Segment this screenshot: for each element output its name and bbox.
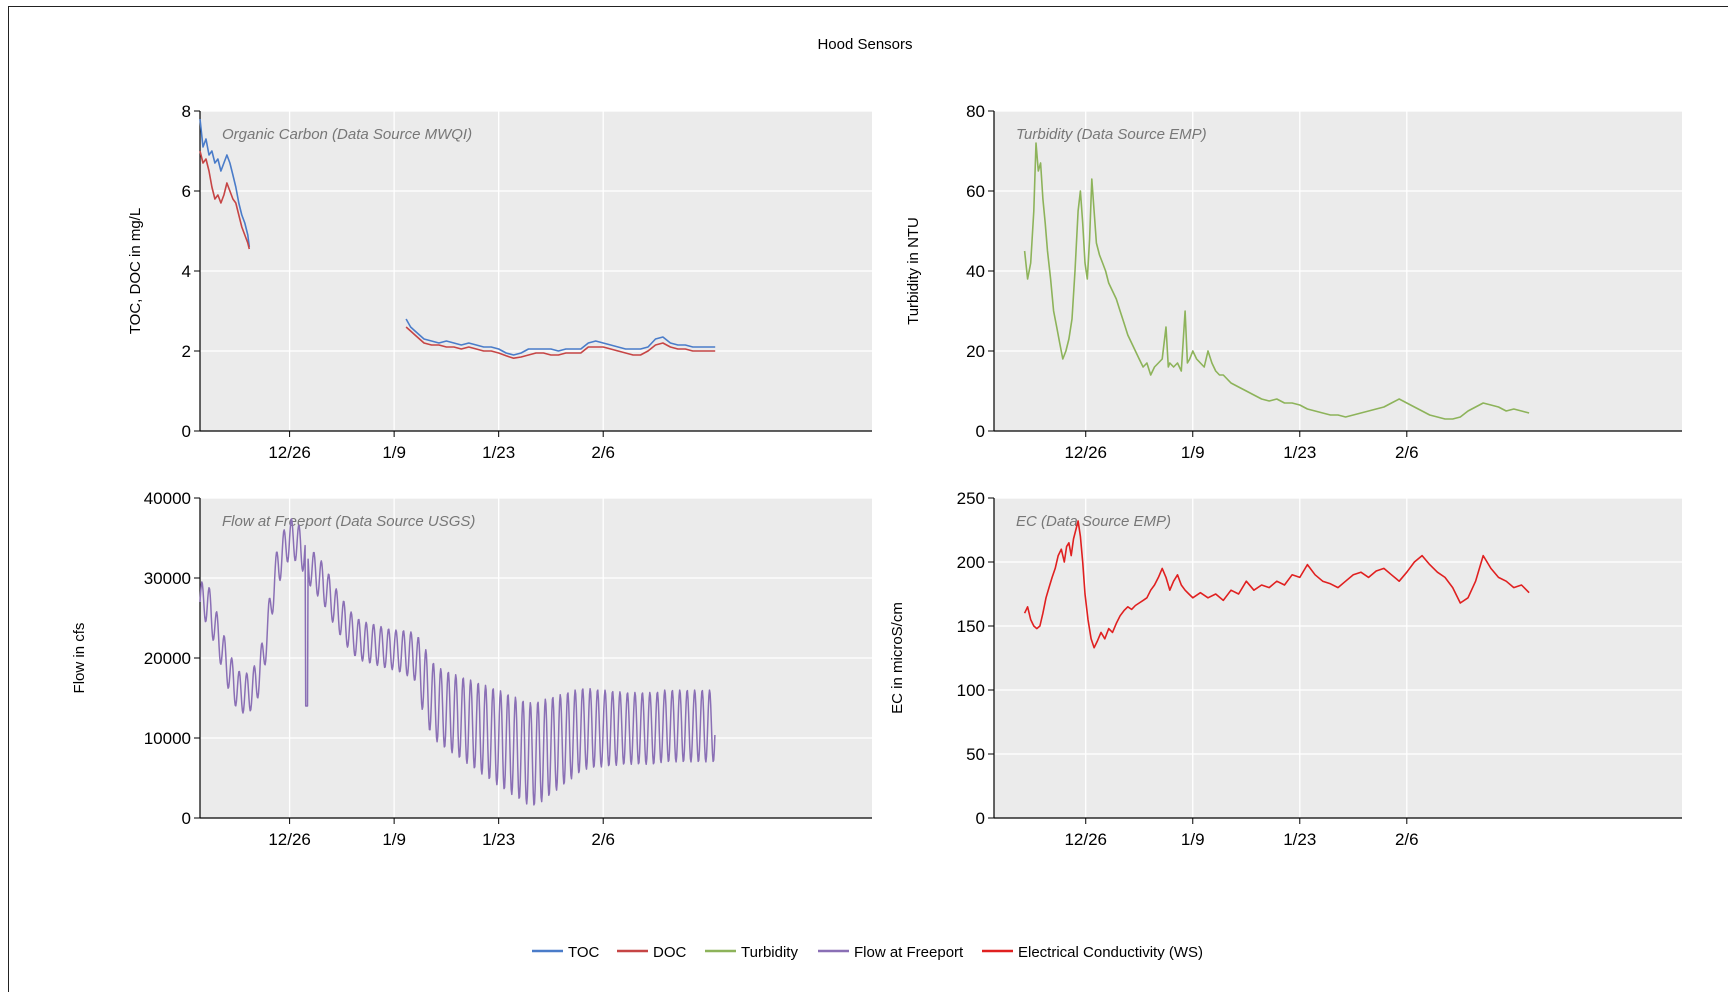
y-tick-label: 30000 xyxy=(144,569,191,588)
y-tick-label: 100 xyxy=(957,681,985,700)
legend-item: Flow at Freeport xyxy=(818,944,964,961)
x-tick-label: 2/6 xyxy=(1395,830,1419,849)
x-tick-label: 12/26 xyxy=(268,443,311,462)
y-tick-label: 50 xyxy=(966,745,985,764)
y-tick-label: 40000 xyxy=(144,489,191,508)
y-tick-label: 4 xyxy=(182,262,191,281)
y-tick-label: 20 xyxy=(966,342,985,361)
y-tick-label: 150 xyxy=(957,617,985,636)
legend-item: DOC xyxy=(617,944,687,961)
x-tick-label: 12/26 xyxy=(1064,830,1107,849)
x-tick-label: 2/6 xyxy=(591,443,615,462)
y-tick-label: 0 xyxy=(182,422,191,441)
y-tick-label: 0 xyxy=(976,809,985,828)
x-tick-label: 1/23 xyxy=(1283,443,1316,462)
x-tick-label: 1/9 xyxy=(382,443,406,462)
y-axis-label: Flow in cfs xyxy=(71,623,88,694)
y-axis-label: TOC, DOC in mg/L xyxy=(127,208,144,334)
x-tick-label: 12/26 xyxy=(268,830,311,849)
chart-panel-4: 0 50 100 150 200 250 12/26 1/9 1/23 2/6 EC in micr… xyxy=(889,489,1682,849)
legend-label: DOC xyxy=(653,944,687,961)
y-tick-label: 0 xyxy=(976,422,985,441)
chart-frame xyxy=(8,6,1728,992)
chart-panel-2: 0 20 40 60 80 12/26 1/9 1/23 2/6 Turbidity in NTU… xyxy=(905,102,1682,462)
series-line-doc xyxy=(405,326,716,359)
x-tick-label: 1/9 xyxy=(1181,443,1205,462)
panel-annotation: Flow at Freeport (Data Source USGS) xyxy=(222,513,475,530)
legend-label: Electrical Conductivity (WS) xyxy=(1018,944,1203,961)
y-tick-label: 6 xyxy=(182,182,191,201)
chart-panel-1: 0 2 4 6 8 12/26 1/9 1/23 2/6 TOC, DOC in mg/L Orga… xyxy=(127,102,872,462)
series-line-turbidity xyxy=(1023,142,1530,420)
series-line-flow-at-freeport xyxy=(199,518,716,806)
series-line-electrical-conductivity-ws- xyxy=(1023,520,1530,649)
panel-annotation: Turbidity (Data Source EMP) xyxy=(1016,126,1207,143)
x-tick-label: 1/23 xyxy=(482,830,515,849)
x-tick-label: 1/9 xyxy=(1181,830,1205,849)
y-tick-label: 250 xyxy=(957,489,985,508)
chart-title: Hood Sensors xyxy=(817,36,913,53)
y-tick-label: 80 xyxy=(966,102,985,121)
legend-item: Electrical Conductivity (WS) xyxy=(982,944,1203,961)
series-line-doc xyxy=(199,150,251,250)
legend-label: TOC xyxy=(568,944,600,961)
x-tick-label: 2/6 xyxy=(1395,443,1419,462)
legend-item: TOC xyxy=(532,944,600,961)
chart-panel-3: 0 10000 20000 30000 40000 12/26 1/9 1/23 2/6 Flow… xyxy=(71,489,872,849)
y-tick-label: 40 xyxy=(966,262,985,281)
x-tick-label: 1/9 xyxy=(382,830,406,849)
y-tick-label: 10000 xyxy=(144,729,191,748)
y-tick-label: 200 xyxy=(957,553,985,572)
y-tick-label: 8 xyxy=(182,102,191,121)
y-tick-label: 20000 xyxy=(144,649,191,668)
series-line-toc xyxy=(405,318,716,356)
y-tick-label: 60 xyxy=(966,182,985,201)
y-tick-label: 0 xyxy=(182,809,191,828)
y-axis-label: Turbidity in NTU xyxy=(905,217,922,325)
x-tick-label: 12/26 xyxy=(1064,443,1107,462)
plot-area xyxy=(994,498,1682,818)
y-axis-label: EC in microS/cm xyxy=(889,602,906,714)
panel-annotation: Organic Carbon (Data Source MWQI) xyxy=(222,126,472,143)
legend-item: Turbidity xyxy=(705,944,798,961)
x-tick-label: 1/23 xyxy=(1283,830,1316,849)
legend-label: Flow at Freeport xyxy=(854,944,964,961)
y-tick-label: 2 xyxy=(182,342,191,361)
x-tick-label: 2/6 xyxy=(591,830,615,849)
series-line-toc xyxy=(199,118,251,248)
legend: TOC DOC Turbidity Flow at Freeport Electrica… xyxy=(532,944,1203,961)
x-tick-label: 1/23 xyxy=(482,443,515,462)
legend-label: Turbidity xyxy=(741,944,798,961)
panel-annotation: EC (Data Source EMP) xyxy=(1016,513,1171,530)
